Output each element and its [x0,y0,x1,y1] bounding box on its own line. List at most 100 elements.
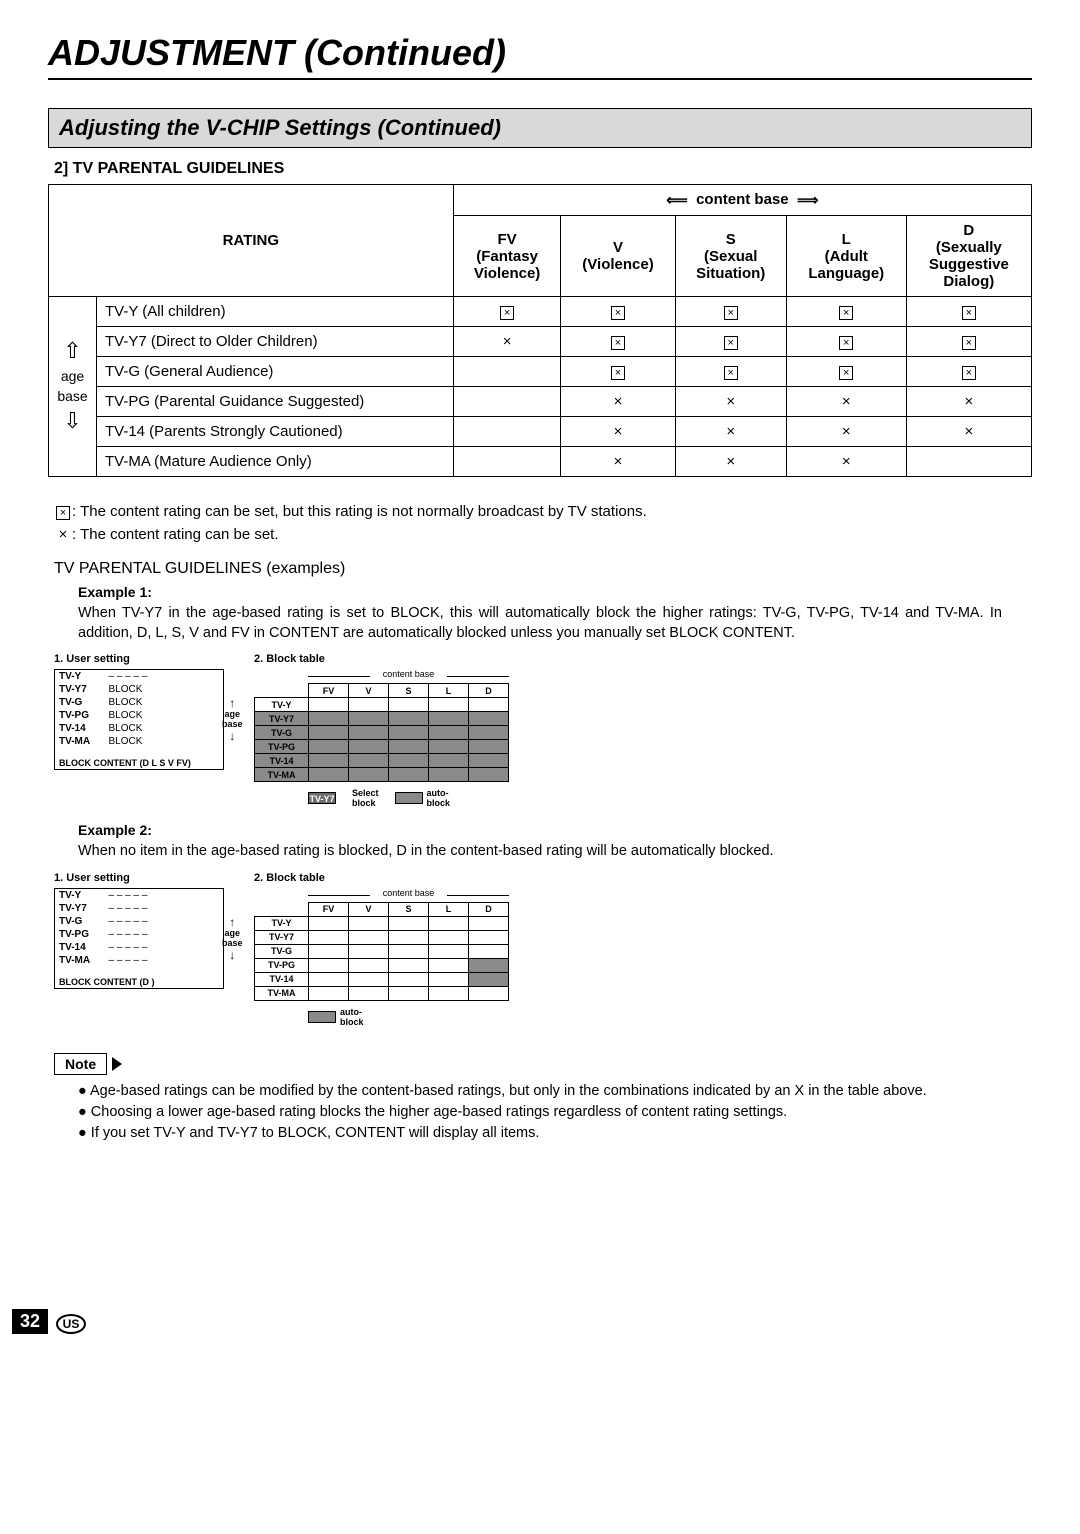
user-row-value: – – – – – [105,888,224,902]
block-cell [469,930,509,944]
block-cell [469,768,509,782]
content-base-header: ⟸ content base ⟹ [453,185,1031,216]
block-cell [389,944,429,958]
rating-cell: × [786,357,906,387]
example1-title: Example 1: [78,584,1032,600]
note-list: Age-based ratings can be modified by the… [78,1081,1002,1144]
user-row-label: TV-MA [55,954,105,967]
rating-cell: × [786,387,906,417]
block-table: FVVSLDTV-YTV-Y7TV-GTV-PGTV-14TV-MA [254,902,509,1001]
block-row-label: TV-G [255,944,309,958]
rating-row-label: TV-PG (Parental Guidance Suggested) [97,387,454,417]
note-item: Choosing a lower age-based rating blocks… [78,1102,1002,1123]
region-badge: US [56,1314,86,1334]
block-cell [469,698,509,712]
user-row-label: TV-G [55,915,105,928]
rating-cell [453,417,561,447]
block-table-caption: 2. Block table [254,872,509,884]
user-row-label: TV-Y [55,888,105,902]
rating-cell: × [561,327,675,357]
user-row-value: BLOCK [105,683,224,696]
user-row-label: TV-Y7 [55,683,105,696]
block-cell [349,958,389,972]
block-cell [389,712,429,726]
block-cell [309,972,349,986]
block-cell [389,768,429,782]
user-row-value: – – – – – [105,902,224,915]
block-col-head: S [389,902,429,916]
block-cell [309,944,349,958]
user-row-value: – – – – – [105,954,224,967]
block-cell [389,986,429,1000]
rating-cell [453,357,561,387]
rating-cell: × [453,327,561,357]
block-cell [469,712,509,726]
user-row-value: BLOCK [105,696,224,709]
swatch: auto-block [395,788,451,808]
block-row-label: TV-G [255,726,309,740]
block-cell [349,986,389,1000]
block-row-label: TV-PG [255,740,309,754]
block-col-head: L [429,684,469,698]
swatch: TV-Y7 [308,792,336,804]
rating-cell: × [675,357,786,387]
block-row-label: TV-MA [255,986,309,1000]
legend: ×: The content rating can be set, but th… [54,501,1026,546]
rating-cell: × [561,297,675,327]
rating-row-label: TV-G (General Audience) [97,357,454,387]
block-cell [429,944,469,958]
block-cell [429,958,469,972]
block-col-head: D [469,902,509,916]
legend-x: : The content rating can be set. [72,526,279,543]
block-row-label: TV-Y7 [255,930,309,944]
rating-cell: × [786,327,906,357]
block-row-label: TV-Y7 [255,712,309,726]
example1-tables: 1. User settingTV-Y– – – – –TV-Y7BLOCKTV… [54,653,1032,808]
note-item: If you set TV-Y and TV-Y7 to BLOCK, CONT… [78,1123,1002,1144]
user-row-label: TV-PG [55,709,105,722]
block-cell [429,986,469,1000]
block-cell [349,916,389,930]
block-cell [429,740,469,754]
block-cell [469,916,509,930]
user-row-label: TV-14 [55,722,105,735]
user-row-value: BLOCK [105,722,224,735]
block-cell [469,958,509,972]
user-row-label: TV-Y [55,670,105,684]
rating-row-label: TV-Y (All children) [97,297,454,327]
rating-cell: × [675,297,786,327]
user-row-label: TV-PG [55,928,105,941]
block-col-head: V [349,902,389,916]
user-footer: BLOCK CONTENT (D ) [55,967,224,989]
user-setting-caption: 1. User setting [54,653,224,665]
block-legend: TV-Y7 Selectblock auto-block [308,788,509,808]
block-cell [349,972,389,986]
example2-title: Example 2: [78,822,1032,838]
user-row-label: TV-Y7 [55,902,105,915]
user-row-value: – – – – – [105,670,224,684]
user-setting-table: TV-Y– – – – –TV-Y7BLOCKTV-GBLOCKTV-PGBLO… [54,669,224,770]
block-cell [469,740,509,754]
block-col-head: D [469,684,509,698]
block-col-head: S [389,684,429,698]
block-cell [389,740,429,754]
block-cell [389,930,429,944]
user-setting-caption: 1. User setting [54,872,224,884]
block-row-label: TV-Y [255,916,309,930]
page-footer: 32 US [48,1304,1032,1334]
block-cell [429,698,469,712]
rating-cell [453,447,561,477]
note-item: Age-based ratings can be modified by the… [78,1081,1002,1102]
rating-cell: × [561,357,675,387]
rating-table: RATING⟸ content base ⟹FV(FantasyViolence… [48,184,1032,477]
rating-cell: × [561,387,675,417]
block-cell [309,754,349,768]
block-cell [349,768,389,782]
legend-bx: : The content rating can be set, but thi… [72,503,647,520]
swatch: Selectblock [352,788,379,808]
block-content-base-label: content base [308,888,509,902]
block-cell [309,958,349,972]
rating-cell: × [561,417,675,447]
examples-heading: TV PARENTAL GUIDELINES (examples) [54,560,1032,578]
block-content-base-label: content base [308,669,509,683]
